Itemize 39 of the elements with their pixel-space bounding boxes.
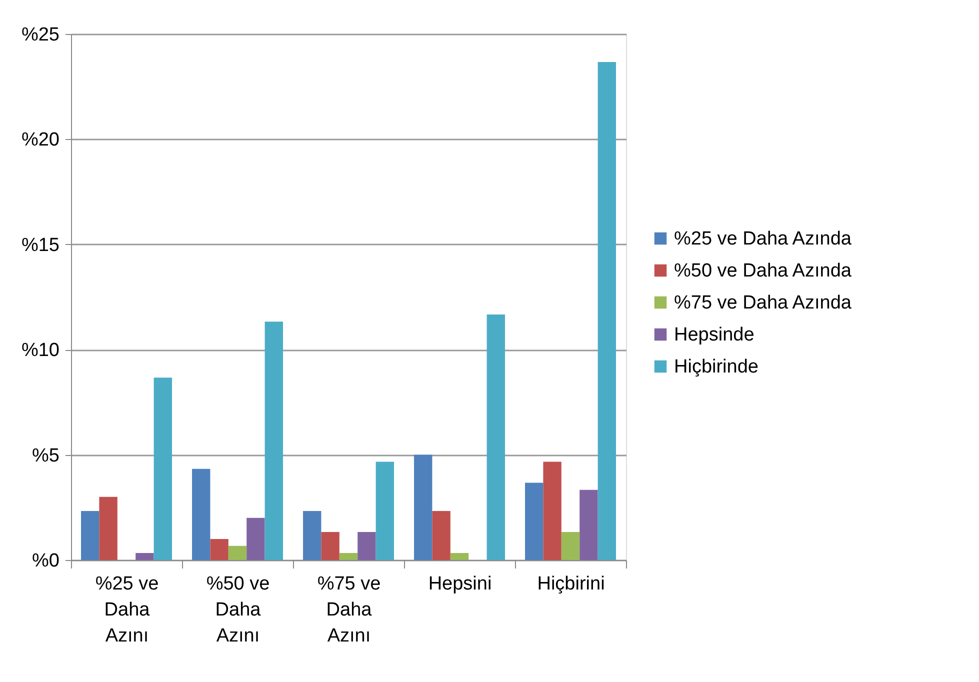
bar: [376, 462, 394, 560]
bar: [154, 378, 172, 560]
bar: [264, 322, 283, 560]
x-tick-label: Hepsini: [428, 574, 492, 594]
x-tick-label: %50 ve Daha Azını: [206, 574, 270, 646]
x-tick-label: Hiçbirini: [537, 574, 605, 594]
bar: [580, 490, 598, 560]
y-tick-label: %10: [21, 340, 60, 362]
bar: [339, 553, 358, 560]
bar: [543, 462, 562, 560]
bar: [303, 510, 322, 560]
legend-label: %75 ve Daha Azında: [674, 292, 852, 314]
bar: [136, 553, 154, 560]
y-tick-label: %25: [21, 24, 60, 46]
bar: [598, 62, 616, 560]
y-tick-label: %5: [32, 445, 60, 466]
y-tick-label: %15: [21, 234, 60, 256]
y-tick-label: %20: [21, 130, 60, 151]
bar: [210, 538, 228, 560]
legend-label: %25 ve Daha Azında: [674, 228, 852, 250]
x-tick-label: %75 ve Daha Azını: [317, 574, 381, 646]
bar: [450, 553, 469, 560]
bar: [414, 454, 432, 560]
bar: [432, 510, 450, 560]
bar: [81, 510, 100, 560]
bar: [561, 532, 580, 560]
x-tick-label: %25 ve Daha Azını: [95, 574, 159, 646]
bar: [192, 468, 210, 560]
bar: [228, 546, 247, 560]
legend-label: Hepsinde: [674, 324, 754, 346]
bar: [246, 518, 265, 560]
y-tick-label: %0: [32, 550, 60, 572]
bar: [525, 482, 544, 560]
bar: [321, 532, 340, 560]
bar: [99, 496, 118, 560]
bar: [358, 532, 376, 560]
legend-label: %50 ve Daha Azında: [674, 260, 852, 282]
legend-label: Hiçbirinde: [674, 356, 758, 378]
bar: [486, 314, 505, 560]
